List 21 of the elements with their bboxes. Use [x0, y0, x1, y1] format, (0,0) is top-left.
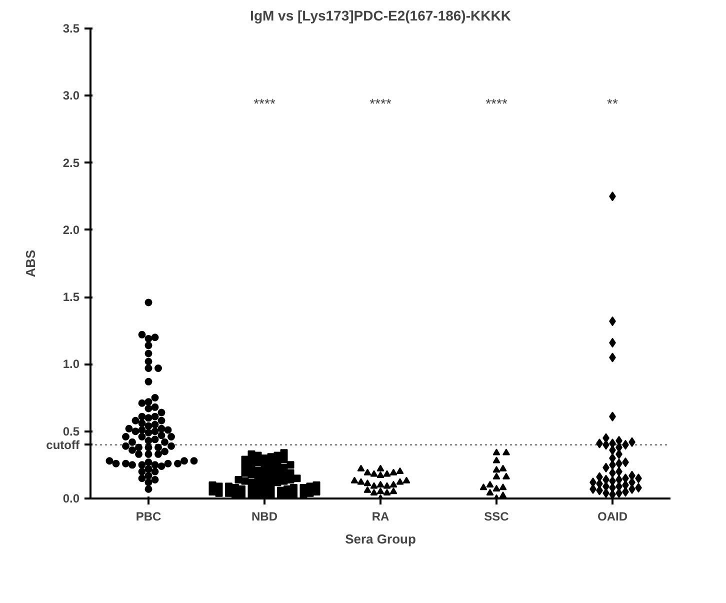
ref-line-label: cutoff	[46, 438, 81, 452]
x-tick-label: OAID	[598, 510, 628, 524]
x-tick-label: NBD	[252, 510, 278, 524]
annotation: ****	[370, 96, 392, 112]
annotation: **	[607, 96, 618, 112]
x-axis-title: Sera Group	[345, 532, 416, 546]
y-tick-label: 1.5	[62, 290, 80, 304]
y-tick-label: 2.0	[62, 222, 80, 237]
chart-title: IgM vs [Lys173]PDC-E2(167-186)-KKKK	[250, 8, 511, 24]
x-tick-label: RA	[372, 510, 390, 524]
x-tick-label: PBC	[136, 510, 162, 524]
y-tick-label: 0.5	[62, 424, 80, 438]
y-tick-label: 3.5	[62, 22, 80, 36]
y-axis-title: ABS	[23, 249, 38, 278]
y-tick-label: 3.0	[62, 88, 80, 103]
annotation: ****	[486, 96, 508, 112]
x-tick-label: SSC	[484, 510, 510, 524]
y-tick-label: 0.0	[62, 492, 80, 506]
y-tick-label: 2.5	[62, 156, 80, 170]
y-tick-label: 1.0	[62, 357, 80, 372]
annotation: ****	[254, 96, 276, 112]
